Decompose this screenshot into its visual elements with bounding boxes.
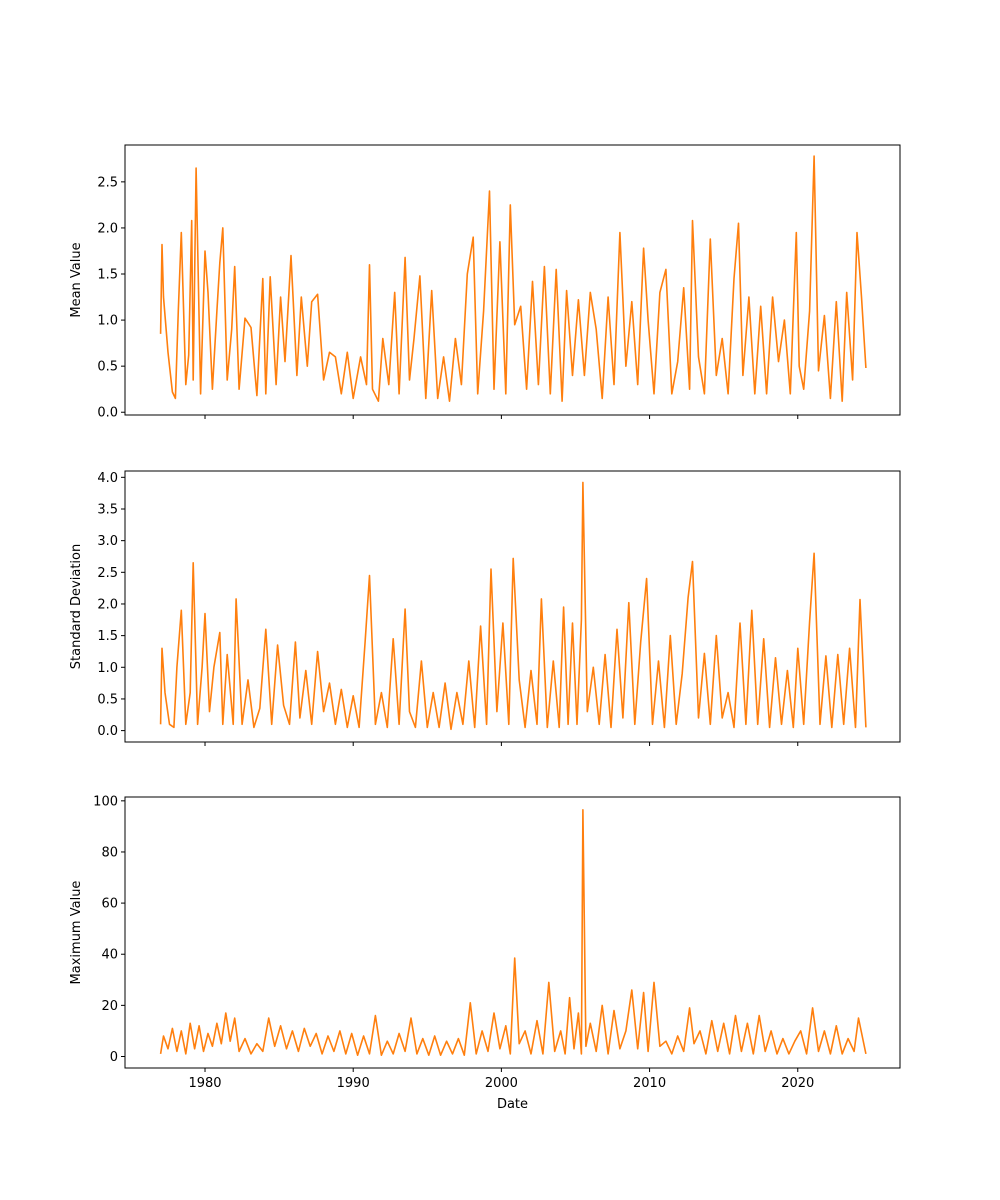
subplot-mean-value: 0.0 0.5 1.0 1.5 2.0 2.5 Mean Value [69,144,901,421]
y-axis-label-max: Maximum Value [69,881,84,985]
y-tick-label: 2.0 [97,221,118,236]
y-tick-label: 0 [110,1050,118,1065]
series-maximum-value [159,808,867,1056]
y-tick-label: 2.0 [97,597,118,612]
y-tick-label: 1.5 [97,629,118,644]
y-tick-label: 0.0 [97,724,118,739]
y-tick-label: 3.5 [97,502,118,517]
y-axis-label-std: Standard Deviation [69,544,84,669]
y-tick-label: 1.5 [97,268,118,283]
y-tick-label: 1.0 [97,314,118,329]
y-ticks-std: 0.0 0.5 1.0 1.5 2.0 2.5 3.0 3.5 4.0 [97,471,125,739]
x-ticks-max: 1980 1990 2000 2010 2020 [188,1068,814,1091]
series-standard-deviation [159,481,867,731]
x-tick-label: 1980 [188,1076,221,1091]
y-ticks-max: 0 20 40 60 80 100 [93,794,125,1065]
axes-frame-max [124,796,901,1069]
subplot-maximum-value: 0 20 40 60 80 100 1980 1990 2000 2010 2020 Maximu… [69,794,901,1112]
axes-frame-std [124,470,901,743]
y-tick-label: 40 [101,948,118,963]
series-line [159,808,867,1056]
y-tick-label: 0.5 [97,692,118,707]
y-tick-label: 0.0 [97,406,118,421]
y-ticks-mean: 0.0 0.5 1.0 1.5 2.0 2.5 [97,175,125,421]
series-line [159,481,867,731]
y-tick-label: 80 [101,845,118,860]
y-tick-label: 20 [101,999,118,1014]
subplot-standard-deviation: 0.0 0.5 1.0 1.5 2.0 2.5 3.0 3.5 4.0 Standard Dev… [69,470,901,746]
y-axis-label-mean: Mean Value [69,242,84,317]
y-tick-label: 100 [93,794,118,809]
y-tick-label: 2.5 [97,566,118,581]
x-tick-label: 2020 [781,1076,814,1091]
series-mean-value [159,155,867,403]
y-tick-label: 0.5 [97,360,118,375]
x-tick-label: 2000 [485,1076,518,1091]
x-ticks-std [204,742,799,746]
axes-frame-mean [124,144,901,416]
x-ticks-mean [204,415,799,419]
series-line [159,155,867,403]
y-tick-label: 4.0 [97,471,118,486]
y-tick-label: 3.0 [97,534,118,549]
y-tick-label: 2.5 [97,175,118,190]
y-tick-label: 60 [101,897,118,912]
y-tick-label: 1.0 [97,661,118,676]
x-axis-label: Date [497,1097,528,1112]
x-tick-label: 2010 [633,1076,666,1091]
x-tick-label: 1990 [337,1076,370,1091]
